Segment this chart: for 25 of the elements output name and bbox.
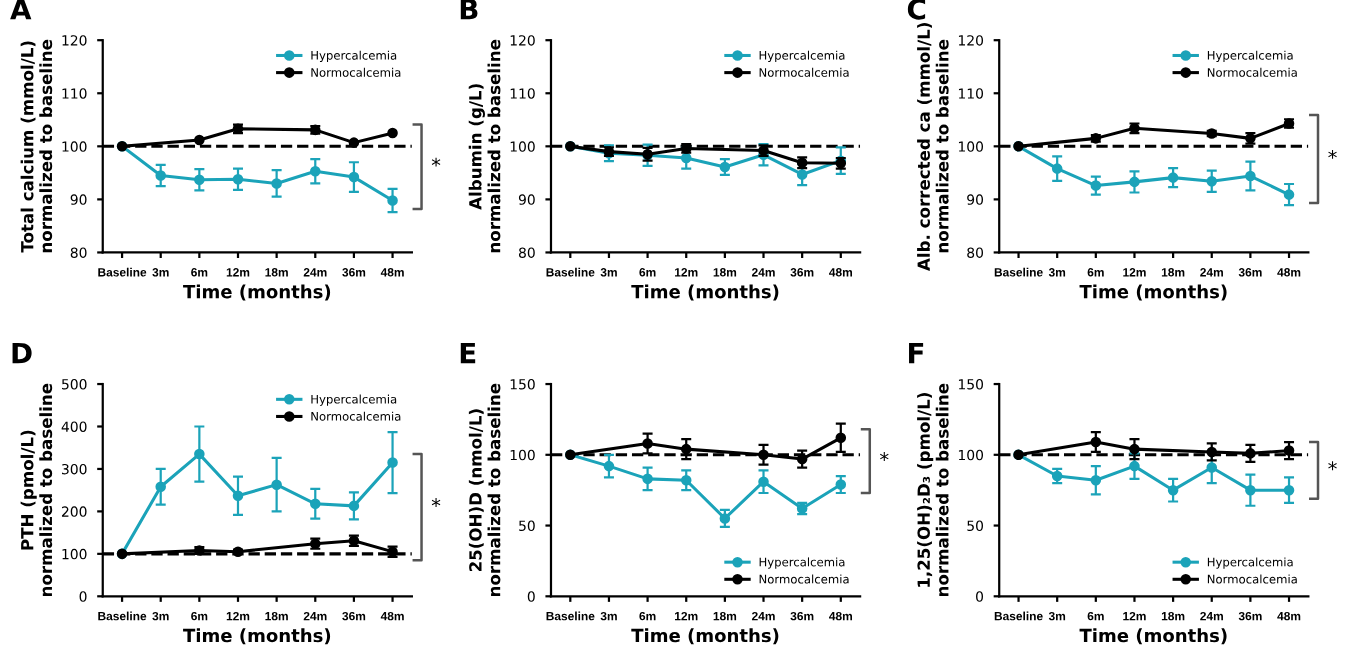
y-axis-title: 25(OH)D (nmol/L) normalized to baseline <box>468 383 501 597</box>
text: * <box>880 452 889 461</box>
x-axis-title: Time (months) <box>1079 284 1227 301</box>
text: * <box>1328 150 1337 159</box>
y-axis-title: PTH (pmol/L) normalized to baseline <box>20 383 53 597</box>
chart-title: A <box>10 0 32 20</box>
x-axis-title: Time (months) <box>183 284 331 301</box>
text: * <box>1328 461 1337 471</box>
y-axis-title: Albumin (g/L) normalized to baseline <box>468 39 501 253</box>
point <box>194 134 205 146</box>
chart-title: B <box>460 0 478 20</box>
x-axis-title: Time (months) <box>631 628 779 645</box>
x-axis-title: Time (months) <box>1079 628 1227 645</box>
y-axis-title: 1,25(OH)₂D₃ (pmol/L) normalized to baseline <box>917 383 949 597</box>
y-axis-title: Total calcium (mmol/L) normalized to baseline <box>20 39 53 253</box>
point <box>387 127 398 139</box>
chart-title: F <box>909 342 924 364</box>
chart-title: D <box>12 342 32 364</box>
x-axis-title: Time (months) <box>631 284 779 301</box>
point <box>348 137 360 148</box>
x-axis-title: Time (months) <box>183 628 331 645</box>
text: * <box>431 498 441 507</box>
y-axis-title: Alb. corrected ca (mmol/L) normalized to baseline <box>917 23 949 271</box>
chart-title: E <box>460 342 476 364</box>
text: * <box>431 157 441 167</box>
